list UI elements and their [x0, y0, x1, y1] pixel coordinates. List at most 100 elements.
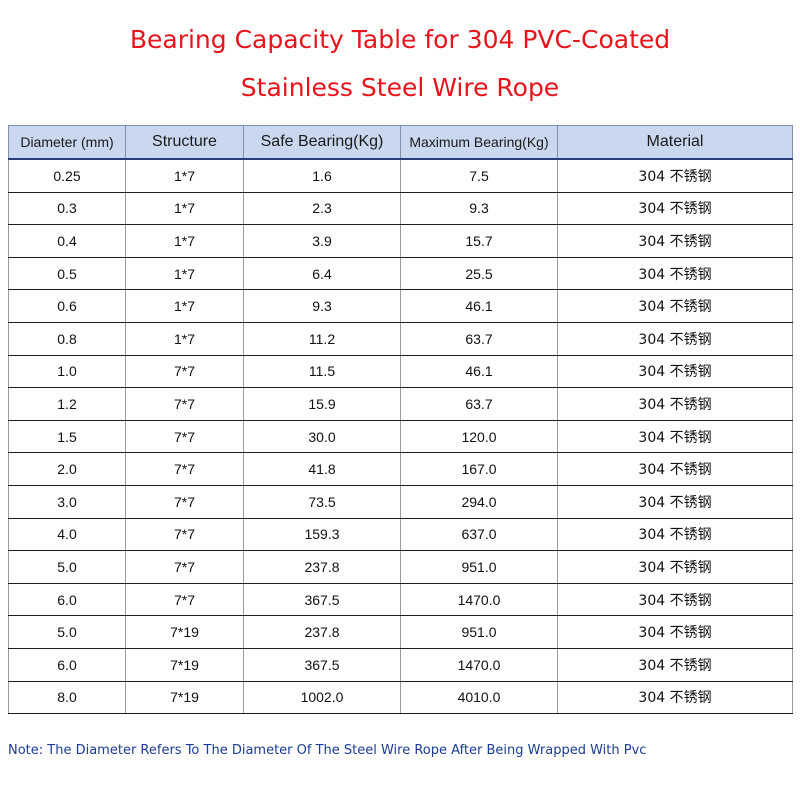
material-cell: 304 不锈钢: [557, 158, 793, 193]
table-body: 0.25 1*7 1.6 7.5 304 不锈钢 0.3 1*7 2.3 9.3 304 不锈钢 0…: [8, 158, 793, 715]
safe-bearing-cell: 2.3: [243, 191, 401, 226]
diameter-cell: 0.25: [8, 158, 126, 193]
table-row: 1.0 7*7 11.5 46.1 304 不锈钢: [8, 354, 793, 389]
safe-bearing-cell: 41.8: [243, 452, 401, 486]
maximum-bearing-cell: 120.0: [400, 419, 558, 454]
diameter-cell: 8.0: [8, 680, 126, 715]
table-row: 4.0 7*7 159.3 637.0 304 不锈钢: [8, 517, 793, 552]
material-cell: 304 不锈钢: [557, 484, 793, 519]
table-row: 2.0 7*7 41.8 167.0 304 不锈钢: [8, 452, 793, 486]
maximum-bearing-cell: 46.1: [400, 354, 558, 389]
safe-bearing-cell: 237.8: [243, 550, 401, 584]
structure-cell: 7*7: [125, 550, 244, 584]
structure-cell: 7*7: [125, 419, 244, 454]
header-safe-bearing: Safe Bearing(Kg): [243, 125, 401, 160]
table-row: 0.4 1*7 3.9 15.7 304 不锈钢: [8, 224, 793, 258]
safe-bearing-cell: 159.3: [243, 517, 401, 552]
table-header-row: Diameter (mm) Structure Safe Bearing(Kg)…: [8, 125, 793, 160]
maximum-bearing-cell: 25.5: [400, 256, 558, 291]
safe-bearing-cell: 1.6: [243, 158, 401, 193]
header-maximum-bearing: Maximum Bearing(Kg): [400, 125, 558, 160]
safe-bearing-cell: 367.5: [243, 647, 401, 682]
structure-cell: 7*7: [125, 452, 244, 486]
diameter-cell: 6.0: [8, 582, 126, 617]
material-cell: 304 不锈钢: [557, 615, 793, 649]
material-cell: 304 不锈钢: [557, 321, 793, 356]
table-row: 6.0 7*7 367.5 1470.0 304 不锈钢: [8, 582, 793, 617]
material-cell: 304 不锈钢: [557, 289, 793, 323]
safe-bearing-cell: 367.5: [243, 582, 401, 617]
maximum-bearing-cell: 167.0: [400, 452, 558, 486]
table-row: 0.6 1*7 9.3 46.1 304 不锈钢: [8, 289, 793, 323]
material-cell: 304 不锈钢: [557, 354, 793, 389]
safe-bearing-cell: 6.4: [243, 256, 401, 291]
diameter-cell: 4.0: [8, 517, 126, 552]
table-row: 8.0 7*19 1002.0 4010.0 304 不锈钢: [8, 680, 793, 715]
diameter-cell: 0.5: [8, 256, 126, 291]
structure-cell: 7*7: [125, 517, 244, 552]
maximum-bearing-cell: 46.1: [400, 289, 558, 323]
diameter-cell: 5.0: [8, 550, 126, 584]
material-cell: 304 不锈钢: [557, 387, 793, 421]
structure-cell: 1*7: [125, 256, 244, 291]
structure-cell: 7*19: [125, 647, 244, 682]
table-row: 0.8 1*7 11.2 63.7 304 不锈钢: [8, 321, 793, 356]
table-row: 1.5 7*7 30.0 120.0 304 不锈钢: [8, 419, 793, 454]
structure-cell: 7*19: [125, 680, 244, 715]
maximum-bearing-cell: 63.7: [400, 387, 558, 421]
structure-cell: 1*7: [125, 224, 244, 258]
structure-cell: 1*7: [125, 191, 244, 226]
maximum-bearing-cell: 9.3: [400, 191, 558, 226]
material-cell: 304 不锈钢: [557, 191, 793, 226]
table-row: 0.25 1*7 1.6 7.5 304 不锈钢: [8, 158, 793, 193]
maximum-bearing-cell: 637.0: [400, 517, 558, 552]
diameter-cell: 0.3: [8, 191, 126, 226]
material-cell: 304 不锈钢: [557, 419, 793, 454]
maximum-bearing-cell: 951.0: [400, 615, 558, 649]
material-cell: 304 不锈钢: [557, 582, 793, 617]
structure-cell: 1*7: [125, 321, 244, 356]
maximum-bearing-cell: 1470.0: [400, 647, 558, 682]
structure-cell: 1*7: [125, 289, 244, 323]
diameter-cell: 0.4: [8, 224, 126, 258]
safe-bearing-cell: 11.5: [243, 354, 401, 389]
safe-bearing-cell: 73.5: [243, 484, 401, 519]
diameter-cell: 5.0: [8, 615, 126, 649]
safe-bearing-cell: 9.3: [243, 289, 401, 323]
diameter-cell: 2.0: [8, 452, 126, 486]
maximum-bearing-cell: 1470.0: [400, 582, 558, 617]
footnote: Note: The Diameter Refers To The Diamete…: [8, 743, 647, 758]
header-structure: Structure: [125, 125, 244, 160]
material-cell: 304 不锈钢: [557, 680, 793, 715]
structure-cell: 7*19: [125, 615, 244, 649]
table-row: 5.0 7*19 237.8 951.0 304 不锈钢: [8, 615, 793, 649]
structure-cell: 1*7: [125, 158, 244, 193]
material-cell: 304 不锈钢: [557, 256, 793, 291]
safe-bearing-cell: 11.2: [243, 321, 401, 356]
structure-cell: 7*7: [125, 387, 244, 421]
table-row: 0.3 1*7 2.3 9.3 304 不锈钢: [8, 191, 793, 226]
diameter-cell: 1.2: [8, 387, 126, 421]
maximum-bearing-cell: 4010.0: [400, 680, 558, 715]
page-title-line-1: Bearing Capacity Table for 304 PVC-Coate…: [129, 25, 671, 54]
maximum-bearing-cell: 7.5: [400, 158, 558, 193]
material-cell: 304 不锈钢: [557, 647, 793, 682]
diameter-cell: 3.0: [8, 484, 126, 519]
safe-bearing-cell: 1002.0: [243, 680, 401, 715]
table-row: 5.0 7*7 237.8 951.0 304 不锈钢: [8, 550, 793, 584]
structure-cell: 7*7: [125, 582, 244, 617]
material-cell: 304 不锈钢: [557, 224, 793, 258]
table-row: 6.0 7*19 367.5 1470.0 304 不锈钢: [8, 647, 793, 682]
safe-bearing-cell: 3.9: [243, 224, 401, 258]
page-title-line-2: Stainless Steel Wire Rope: [240, 73, 560, 102]
maximum-bearing-cell: 294.0: [400, 484, 558, 519]
diameter-cell: 0.6: [8, 289, 126, 323]
safe-bearing-cell: 237.8: [243, 615, 401, 649]
material-cell: 304 不锈钢: [557, 517, 793, 552]
bearing-capacity-table: Diameter (mm) Structure Safe Bearing(Kg)…: [8, 125, 793, 715]
material-cell: 304 不锈钢: [557, 452, 793, 486]
safe-bearing-cell: 15.9: [243, 387, 401, 421]
structure-cell: 7*7: [125, 354, 244, 389]
safe-bearing-cell: 30.0: [243, 419, 401, 454]
table-row: 0.5 1*7 6.4 25.5 304 不锈钢: [8, 256, 793, 291]
